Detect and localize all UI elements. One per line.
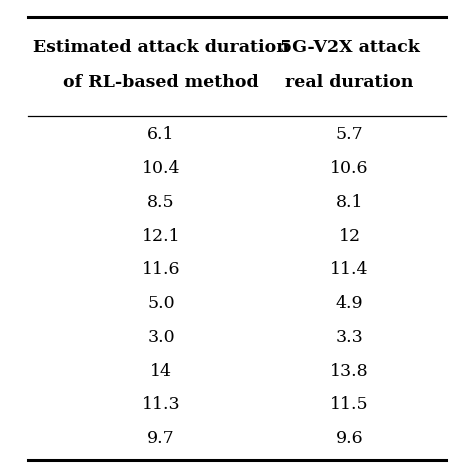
Text: 11.3: 11.3 [141, 396, 180, 413]
Text: 10.4: 10.4 [141, 160, 180, 177]
Text: 5.0: 5.0 [147, 295, 174, 312]
Text: 4.9: 4.9 [335, 295, 363, 312]
Text: 5.7: 5.7 [335, 126, 363, 143]
Text: 3.3: 3.3 [335, 329, 363, 346]
Text: 9.7: 9.7 [147, 430, 174, 447]
Text: 9.6: 9.6 [335, 430, 363, 447]
Text: 8.1: 8.1 [335, 194, 363, 211]
Text: 10.6: 10.6 [330, 160, 368, 177]
Text: real duration: real duration [285, 74, 413, 91]
Text: 6.1: 6.1 [147, 126, 174, 143]
Text: 12.1: 12.1 [141, 228, 180, 244]
Text: 8.5: 8.5 [147, 194, 174, 211]
Text: 12: 12 [338, 228, 360, 244]
Text: 3.0: 3.0 [147, 329, 174, 346]
Text: 11.4: 11.4 [330, 261, 368, 278]
Text: 11.5: 11.5 [330, 396, 368, 413]
Text: 13.8: 13.8 [330, 362, 368, 379]
Text: Estimated attack duration: Estimated attack duration [33, 39, 288, 56]
Text: 5G-V2X attack: 5G-V2X attack [279, 39, 419, 56]
Text: 14: 14 [150, 362, 172, 379]
Text: of RL-based method: of RL-based method [63, 74, 258, 91]
Text: 11.6: 11.6 [141, 261, 180, 278]
